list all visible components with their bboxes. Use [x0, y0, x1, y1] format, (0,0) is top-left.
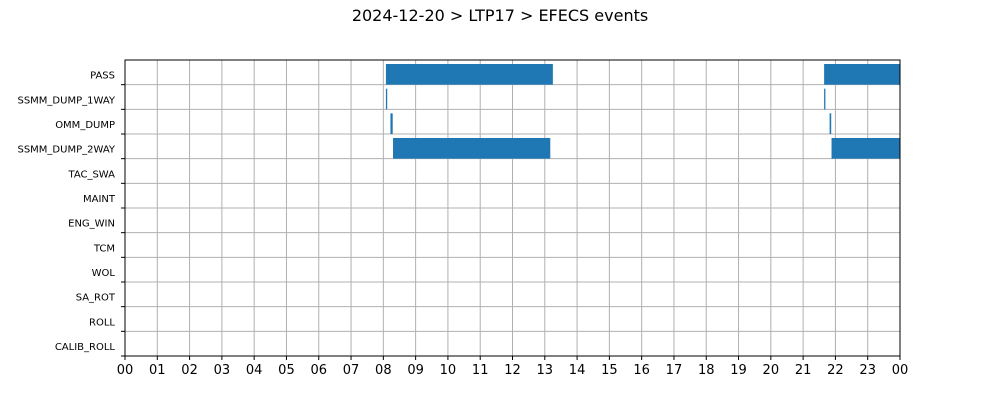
x-tick-label: 14	[569, 363, 586, 378]
y-tick-label: SSMM_DUMP_2WAY	[17, 145, 115, 156]
chart-title: 2024-12-20 > LTP17 > EFECS events	[351, 6, 649, 25]
x-tick-label: 07	[343, 363, 360, 378]
x-tick-label: 20	[763, 363, 780, 378]
y-axis: PASS SSMM_DUMP_1WAY OMM_DUMP SSMM_DUMP_2WAY…	[17, 71, 125, 357]
event-bar	[824, 88, 826, 110]
x-tick-label: 16	[633, 363, 650, 378]
x-tick-label: 22	[827, 363, 844, 378]
y-tick-label: TCM	[93, 243, 115, 254]
y-tick-label: SSMM_DUMP_1WAY	[17, 95, 115, 106]
y-tick-label: MAINT	[83, 194, 116, 205]
event-bar	[824, 64, 900, 85]
event-bar	[831, 138, 900, 159]
x-tick-label: 19	[730, 363, 747, 378]
y-tick-label: ROLL	[89, 317, 115, 328]
event-bar	[829, 113, 832, 134]
y-tick-label: TAC_SWA	[67, 169, 115, 180]
x-tick-label: 01	[149, 363, 166, 378]
x-tick-label: 08	[375, 363, 392, 378]
event-bar	[385, 64, 553, 85]
y-tick-label: ENG_WIN	[68, 219, 115, 230]
y-tick-label: OMM_DUMP	[55, 120, 115, 131]
x-tick-label: 18	[698, 363, 715, 378]
x-tick-label: 12	[504, 363, 521, 378]
y-tick-label: WOL	[92, 268, 116, 279]
x-tick-label: 03	[214, 363, 231, 378]
x-tick-label: 23	[859, 363, 876, 378]
y-tick-label: CALIB_ROLL	[55, 342, 116, 353]
event-bar	[385, 88, 388, 110]
x-tick-label: 13	[537, 363, 554, 378]
x-tick-label: 02	[181, 363, 198, 378]
x-tick-label: 00	[892, 363, 909, 378]
event-bar	[393, 138, 551, 159]
x-tick-label: 04	[246, 363, 263, 378]
x-tick-label: 09	[407, 363, 424, 378]
x-tick-label: 05	[278, 363, 295, 378]
x-tick-label: 00	[117, 363, 134, 378]
x-tick-label: 11	[472, 363, 489, 378]
x-tick-label: 17	[666, 363, 683, 378]
event-bar	[390, 113, 393, 134]
y-tick-label: PASS	[90, 71, 115, 82]
x-axis: 00 01 02 03 04 05 06 07 08 09 10 11 12 13 14 15 16 17 18 19…	[117, 356, 909, 378]
x-tick-label: 21	[795, 363, 812, 378]
x-tick-label: 15	[601, 363, 618, 378]
event-bars	[385, 64, 900, 159]
x-tick-label: 06	[310, 363, 327, 378]
x-tick-label: 10	[440, 363, 457, 378]
y-tick-label: SA_ROT	[76, 293, 116, 304]
